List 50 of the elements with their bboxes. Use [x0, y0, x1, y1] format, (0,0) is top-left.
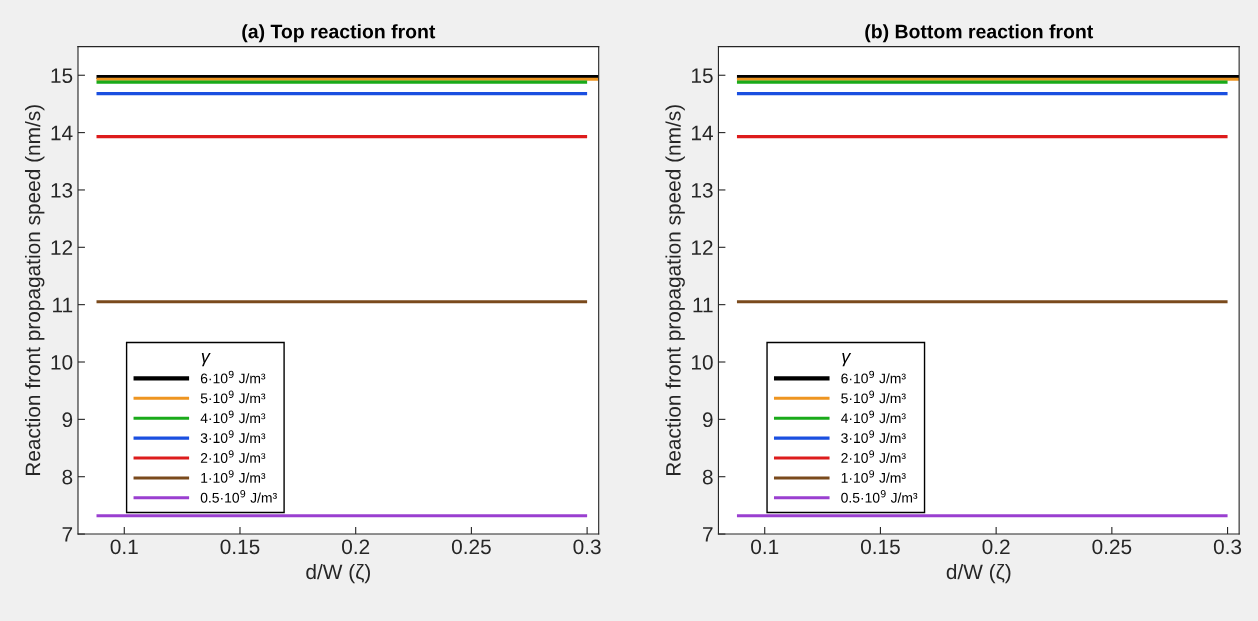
y-axis-title: Reaction front propagation speed (nm/s) [665, 105, 685, 476]
legend-label: 0.5·10$^{9}$ J/m³ [200, 490, 277, 503]
legend-label: 2·10$^{9}$ J/m³ [841, 450, 906, 463]
y-tick-label: 12 [692, 240, 713, 255]
x-tick-label: 0.1 [751, 539, 779, 555]
legend-label: 5·10$^{9}$ J/m³ [841, 390, 906, 404]
x-axis-title: d/W (ζ) [946, 563, 1011, 584]
legend-label: 0.5·10$^{9}$ J/m³ [841, 490, 918, 503]
y-tick-label: 14 [692, 125, 713, 141]
legend-label: 3·10$^{9}$ J/m³ [841, 430, 906, 444]
x-tick-label: 0.15 [220, 539, 260, 555]
y-tick-label: 11 [693, 297, 713, 313]
y-axis-title: Reaction front propagation speed (nm/s) [24, 105, 45, 476]
x-tick-label: 0.2 [342, 539, 370, 555]
legend-label: 4·10$^{9}$ J/m³ [840, 410, 906, 424]
legend-label: 6·10$^{9}$ J/m³ [200, 370, 266, 384]
x-tick-label: 0.25 [451, 539, 491, 555]
y-tick-label: 8 [62, 469, 73, 485]
legend-label: 2·10$^{9}$ J/m³ [200, 450, 266, 463]
x-tick-label: 0.2 [982, 539, 1010, 555]
legend-label: 5·10$^{9}$ J/m³ [200, 390, 266, 404]
legend-label: 1·10$^{9}$ J/m³ [201, 470, 266, 483]
y-tick-label: 14 [51, 125, 73, 141]
x-tick-label: 0.25 [1092, 539, 1132, 555]
x-tick-label: 0.1 [110, 539, 138, 555]
y-tick-label: 9 [702, 412, 713, 428]
x-axis-title: d/W (ζ) [306, 563, 370, 584]
y-tick-label: 11 [53, 297, 73, 313]
legend-title: γ [842, 353, 852, 367]
legend-title: γ [201, 353, 211, 367]
y-tick-label: 13 [51, 182, 73, 198]
y-tick-label: 12 [51, 240, 73, 255]
y-tick-label: 15 [692, 68, 713, 83]
legend-label: 1·10$^{9}$ J/m³ [841, 470, 906, 483]
chart-title: (a) Top reaction front [242, 24, 436, 43]
y-tick-label: 10 [692, 355, 713, 370]
legend-label: 4·10$^{9}$ J/m³ [200, 410, 266, 424]
y-tick-label: 9 [62, 412, 73, 428]
y-tick-label: 15 [51, 68, 73, 83]
x-tick-label: 0.3 [573, 539, 601, 555]
y-tick-label: 8 [702, 469, 713, 485]
x-tick-label: 0.15 [860, 539, 900, 555]
legend-label: 6·10$^{9}$ J/m³ [841, 370, 906, 384]
y-tick-label: 10 [51, 355, 73, 370]
y-tick-label: 7 [703, 527, 713, 542]
x-tick-label: 0.3 [1213, 539, 1242, 555]
chart-title: (b) Bottom reaction front [865, 24, 1094, 43]
legend-label: 3·10$^{9}$ J/m³ [200, 430, 266, 444]
y-tick-label: 13 [692, 182, 713, 198]
y-tick-label: 7 [62, 527, 73, 542]
